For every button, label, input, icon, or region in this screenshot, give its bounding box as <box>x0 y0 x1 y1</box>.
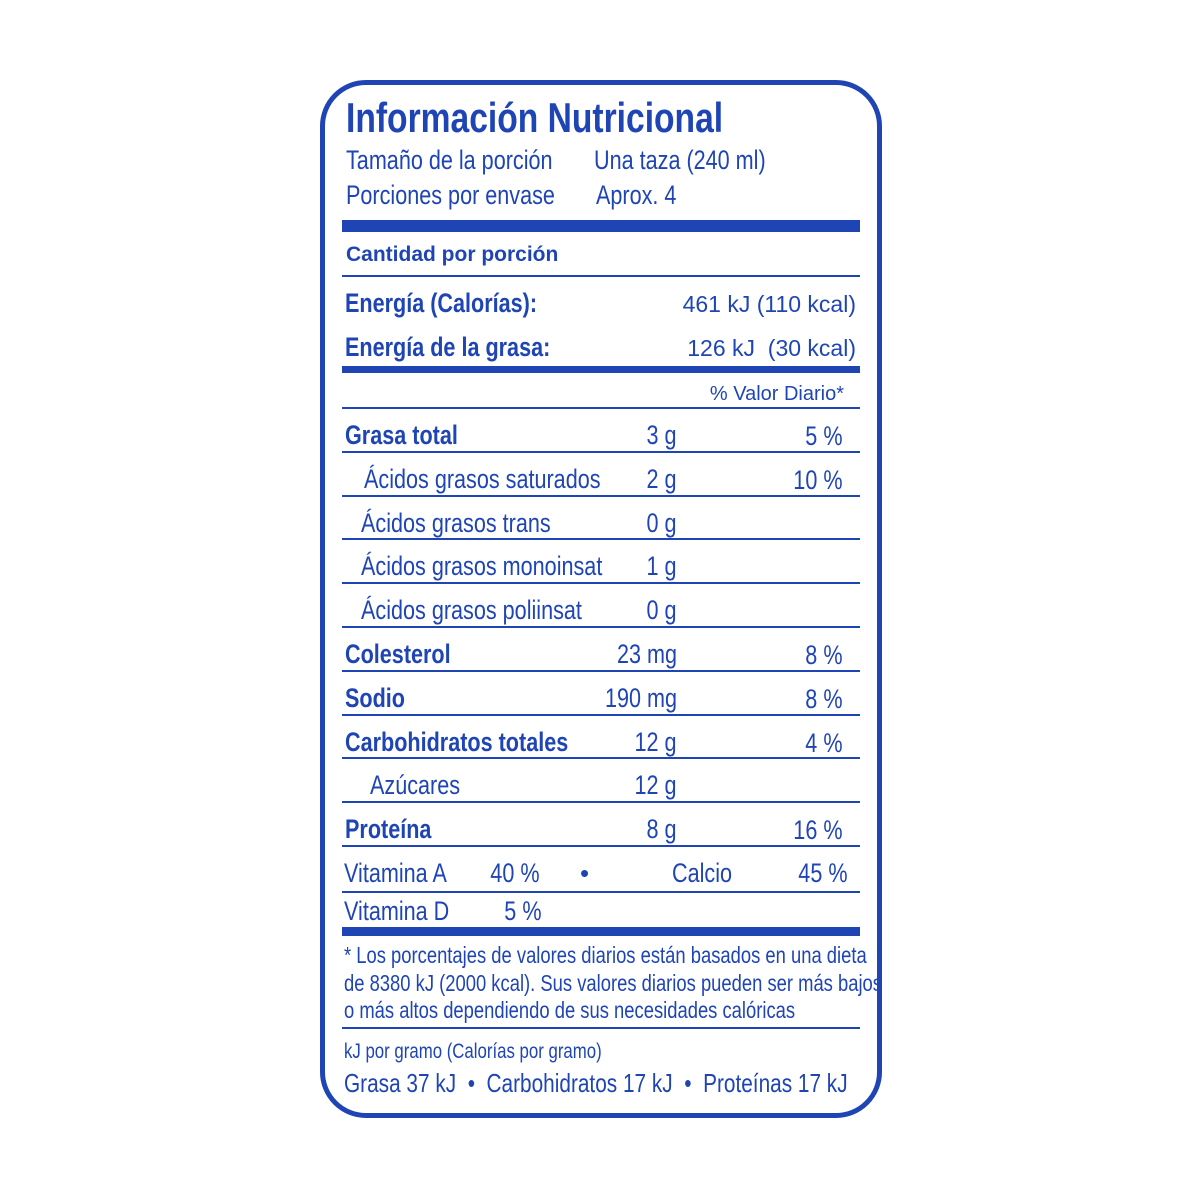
nutrient-amount: 2 g <box>646 463 677 494</box>
nutrient-amount: 12 g <box>634 726 677 757</box>
divider <box>342 626 860 628</box>
calcium-label: Calcio <box>672 858 733 888</box>
nutrient-name: Carbohidratos totales <box>345 726 569 757</box>
label-title: Información Nutricional <box>346 94 724 141</box>
per-gram-header: kJ por gramo (Calorías por gramo) <box>344 1040 602 1063</box>
footnote-line: de 8380 kJ (2000 kcal). Sus valores diar… <box>344 970 882 996</box>
divider <box>342 275 860 277</box>
thick-divider <box>342 366 860 373</box>
amount-per-serving-header: Cantidad por porción <box>346 243 559 266</box>
divider <box>342 713 860 716</box>
thick-divider <box>342 927 860 936</box>
nutrient-amount: 23 mg <box>616 639 677 669</box>
divider <box>342 450 860 453</box>
serving-size-value: Una taza (240 ml) <box>594 145 766 175</box>
divider <box>342 538 860 541</box>
nutrient-daily-value: 10 % <box>793 464 843 495</box>
nutrient-amount: 1 g <box>646 551 677 582</box>
vitamin-d-value: 5 % <box>504 896 542 926</box>
nutrient-amount: 0 g <box>646 507 677 538</box>
servings-per-container-value: Aprox. 4 <box>596 180 677 210</box>
divider <box>342 801 860 804</box>
vitamin-a-value: 40 % <box>490 858 540 888</box>
nutrient-daily-value: 4 % <box>805 727 843 758</box>
divider <box>342 669 860 672</box>
fat-energy-label: Energía de la grasa: <box>345 332 551 362</box>
energy-label: Energía (Calorías): <box>345 288 538 318</box>
nutrient-name: Ácidos grasos saturados <box>364 463 601 494</box>
vitamin-a-label: Vitamina A <box>344 858 447 888</box>
thick-divider <box>342 220 860 232</box>
energy-value: 461 kJ (110 kcal) <box>682 291 856 317</box>
footnote-line: * Los porcentajes de valores diarios est… <box>344 942 867 968</box>
nutrient-name: Azúcares <box>370 770 461 801</box>
nutrient-amount: 190 mg <box>604 682 677 713</box>
nutrient-name: Sodio <box>345 682 405 713</box>
footnote-line: o más altos dependiendo de sus necesidad… <box>344 997 796 1023</box>
per-gram-values: Grasa 37 kJ • Carbohidratos 17 kJ • Prot… <box>344 1068 848 1098</box>
nutrient-amount: 12 g <box>634 770 677 801</box>
nutrient-name: Colesterol <box>345 639 451 669</box>
nutrient-name: Grasa total <box>345 420 458 450</box>
bullet-separator: • <box>580 858 590 888</box>
divider <box>342 891 860 893</box>
nutrition-label-frame <box>320 80 882 1118</box>
nutrient-daily-value: 16 % <box>793 815 843 846</box>
nutrient-name: Ácidos grasos monoinsat <box>361 551 603 582</box>
daily-value-header: % Valor Diario* <box>709 383 844 405</box>
nutrient-name: Ácidos grasos trans <box>361 507 551 538</box>
divider <box>342 757 860 760</box>
nutrient-daily-value: 5 % <box>805 421 843 451</box>
divider <box>342 582 860 585</box>
nutrient-daily-value: 8 % <box>805 640 843 670</box>
divider <box>342 1027 860 1029</box>
nutrient-amount: 3 g <box>646 420 677 450</box>
divider <box>342 845 860 847</box>
nutrient-daily-value: 8 % <box>805 683 843 714</box>
vitamin-d-label: Vitamina D <box>344 896 450 926</box>
nutrient-name: Ácidos grasos poliinsat <box>361 595 582 626</box>
divider <box>342 494 860 497</box>
serving-size-label: Tamaño de la porción <box>346 145 553 175</box>
nutrient-amount: 8 g <box>646 814 677 845</box>
nutrient-amount: 0 g <box>646 595 677 626</box>
servings-per-container-label: Porciones por envase <box>346 180 555 210</box>
divider <box>342 407 860 409</box>
calcium-value: 45 % <box>798 858 848 888</box>
fat-energy-value: 126 kJ (30 kcal) <box>687 335 856 361</box>
nutrient-name: Proteína <box>345 814 432 845</box>
